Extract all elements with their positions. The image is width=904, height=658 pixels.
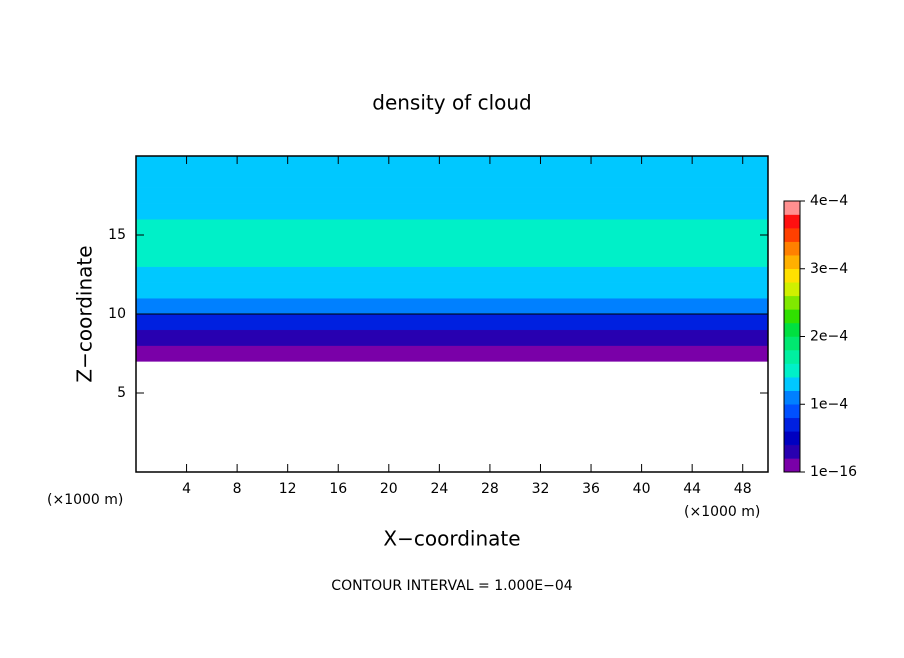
x-axis-label: X−coordinate: [383, 527, 520, 551]
colorbar-swatch: [783, 227, 801, 242]
contour-band: [135, 266, 769, 283]
contour-band: [135, 282, 769, 299]
colorbar-swatch: [783, 363, 801, 378]
colorbar-swatch: [783, 349, 801, 364]
annotation: CONTOUR INTERVAL = 1.000E−04: [331, 578, 572, 594]
colorbar-swatch: [783, 336, 801, 351]
y-tick-label: 15: [108, 227, 126, 243]
colorbar-swatch: [783, 444, 801, 459]
colorbar-swatch: [783, 390, 801, 405]
x-tick-label: 44: [683, 481, 701, 497]
x-tick-label: 12: [279, 481, 297, 497]
colorbar-swatch: [783, 458, 801, 473]
x-tick-label: 4: [182, 481, 191, 497]
contour-band: [135, 345, 769, 362]
contour-band: [135, 171, 769, 188]
colorbar-swatch: [783, 404, 801, 419]
x-tick-label: 28: [481, 481, 499, 497]
x-tick-label: 20: [380, 481, 398, 497]
x-tick-label: 36: [582, 481, 600, 497]
colorbar-tick-label: 1e−16: [810, 464, 857, 480]
contour-band: [135, 297, 769, 315]
contour-band: [135, 155, 769, 173]
colorbar-swatch: [783, 254, 801, 269]
x-tick-label: 48: [734, 481, 752, 497]
x-tick-label: 32: [532, 481, 550, 497]
colorbar-swatch: [783, 214, 801, 229]
x-tick-label: 40: [633, 481, 651, 497]
colorbar-swatch: [783, 431, 801, 446]
contour-band: [135, 234, 769, 252]
y-tick-label: 5: [117, 385, 126, 401]
colorbar-tick-label: 4e−4: [810, 193, 848, 209]
y-axis-label: Z−coordinate: [73, 245, 97, 382]
contour-band: [135, 313, 769, 331]
colorbar-tick-label: 3e−4: [810, 261, 848, 277]
contour-band: [135, 187, 769, 204]
x-tick-label: 24: [430, 481, 448, 497]
y-tick-label: 10: [108, 306, 126, 322]
colorbar-tick-label: 2e−4: [810, 329, 848, 345]
x-tick-label: 8: [233, 481, 242, 497]
x-unit-label: (×1000 m): [47, 492, 123, 508]
contour-band: [135, 203, 769, 220]
colorbar-swatch: [783, 309, 801, 324]
colorbar-swatch: [783, 417, 801, 432]
contour-band: [135, 329, 769, 346]
contour-band: [135, 250, 769, 267]
chart-title: density of cloud: [372, 91, 531, 115]
x-unit-label: (×1000 m): [684, 504, 760, 520]
colorbar-swatch: [783, 200, 801, 215]
colorbar-swatch: [783, 268, 801, 283]
contour-band: [135, 218, 769, 236]
colorbar-tick-label: 1e−4: [810, 396, 848, 412]
x-tick-label: 16: [329, 481, 347, 497]
colorbar-swatch: [783, 322, 801, 337]
colorbar-swatch: [783, 376, 801, 391]
colorbar-swatch: [783, 295, 801, 310]
colorbar-swatch: [783, 241, 801, 256]
colorbar-swatch: [783, 282, 801, 297]
